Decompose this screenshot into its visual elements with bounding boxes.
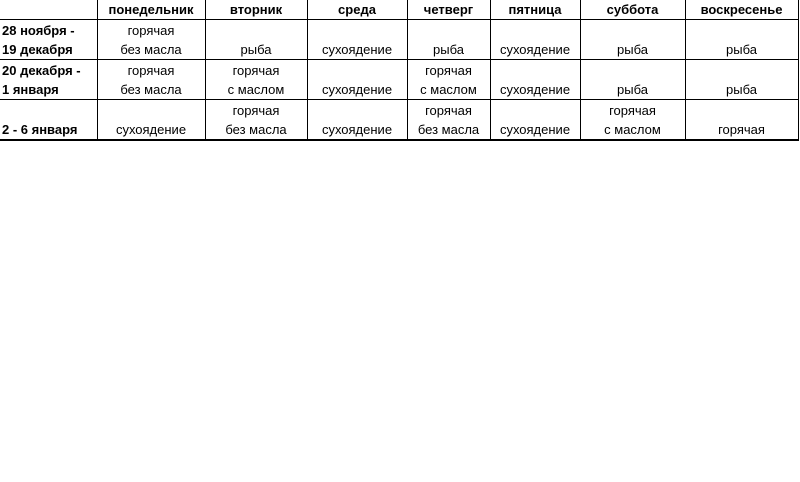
meal-line: без масла — [225, 122, 287, 137]
table-row: 20 декабря -1 января горячая без масла горя… — [0, 59, 799, 100]
header-day: среда — [306, 0, 408, 20]
meal-line: горячая — [127, 63, 175, 78]
meal-line — [410, 21, 488, 40]
meal-line — [493, 101, 578, 120]
meal-line: сухоядение — [321, 122, 393, 137]
meal-line: горячая — [127, 23, 175, 38]
meal-line: горячая — [425, 103, 472, 118]
meal-line: без масла — [120, 82, 182, 97]
table-row: 28 ноября - 19 декабря горячая без масла ры… — [0, 19, 799, 60]
meal-line: с маслом — [604, 122, 661, 137]
meal-cell: рыба — [684, 19, 799, 60]
meal-line — [310, 21, 405, 40]
meal-cell: горячая без масла — [96, 59, 206, 100]
period-line: 28 ноября - — [2, 23, 75, 38]
meal-cell: сухоядение — [489, 99, 581, 141]
meal-cell: рыба — [579, 59, 686, 100]
meal-line — [688, 61, 796, 80]
period-line: 2 - 6 января — [2, 122, 78, 137]
meal-line — [310, 61, 405, 80]
meal-line: горячая — [425, 63, 472, 78]
meal-line: сухоядение — [499, 82, 571, 97]
meal-line: рыба — [617, 82, 648, 97]
meal-line — [310, 101, 405, 120]
meal-line — [688, 101, 796, 120]
meal-line — [583, 21, 683, 40]
meal-line: сухоядение — [321, 42, 393, 57]
meal-cell: сухоядение — [489, 59, 581, 100]
period-line: 1 января — [2, 82, 59, 97]
header-row: понедельник вторник среда четверг пятница суб… — [0, 0, 799, 20]
meal-cell: рыба — [204, 19, 308, 60]
meal-line: горячая — [609, 103, 656, 118]
header-day: четверг — [406, 0, 491, 20]
meal-line: рыба — [240, 42, 272, 57]
meal-line: рыба — [617, 42, 648, 57]
meal-line — [493, 21, 578, 40]
meal-line: рыба — [433, 42, 464, 57]
meal-cell: сухоядение — [489, 19, 581, 60]
header-day: суббота — [579, 0, 686, 20]
meal-line — [208, 21, 305, 40]
meal-cell: сухоядение — [96, 99, 206, 141]
period-line: 20 декабря - — [2, 63, 81, 78]
period-cell: 2 - 6 января — [0, 99, 98, 141]
meal-cell: горячая без масла — [406, 99, 491, 141]
period-cell: 20 декабря - 1 января — [0, 59, 98, 100]
meal-cell: горячая без масла — [96, 19, 206, 60]
meal-line: горячая — [232, 63, 280, 78]
meal-cell: сухоядение — [306, 59, 408, 100]
meal-line: с маслом — [227, 82, 285, 97]
meal-cell: горячая с маслом — [579, 99, 686, 141]
meal-line: сухоядение — [499, 122, 571, 137]
header-corner — [0, 0, 98, 20]
meal-line: рыба — [726, 82, 757, 97]
meal-cell: горячая с маслом — [406, 59, 491, 100]
meal-line: горячая — [232, 103, 280, 118]
header-day: пятница — [489, 0, 581, 20]
meal-line: рыба — [726, 42, 757, 57]
meal-line: горячая — [718, 122, 765, 137]
meal-cell: сухоядение — [306, 19, 408, 60]
meal-line: без масла — [417, 122, 480, 137]
meal-line: сухоядение — [499, 42, 571, 57]
meal-cell: сухоядение — [306, 99, 408, 141]
meal-cell: рыба — [579, 19, 686, 60]
fasting-schedule-table: понедельник вторник среда четверг пятница суб… — [0, 0, 799, 141]
header-day: вторник — [204, 0, 308, 20]
meal-line: с маслом — [420, 82, 477, 97]
meal-line — [583, 61, 683, 80]
period-line: 19 декабря — [2, 42, 73, 57]
meal-cell: горячая — [684, 99, 799, 141]
meal-line — [493, 61, 578, 80]
meal-cell: рыба — [684, 59, 799, 100]
meal-cell: горячая без масла — [204, 99, 308, 141]
meal-line: без масла — [120, 42, 182, 57]
header-day: воскресенье — [684, 0, 799, 20]
meal-cell: рыба — [406, 19, 491, 60]
period-line — [2, 101, 95, 120]
meal-line: сухоядение — [321, 82, 393, 97]
header-day: понедельник — [96, 0, 206, 20]
meal-line — [100, 101, 203, 120]
period-cell: 28 ноября - 19 декабря — [0, 19, 98, 60]
table-row: 2 - 6 января сухоядение горячая без масла … — [0, 99, 799, 141]
meal-cell: горячая с маслом — [204, 59, 308, 100]
meal-line — [688, 21, 796, 40]
meal-line: сухоядение — [115, 122, 187, 137]
